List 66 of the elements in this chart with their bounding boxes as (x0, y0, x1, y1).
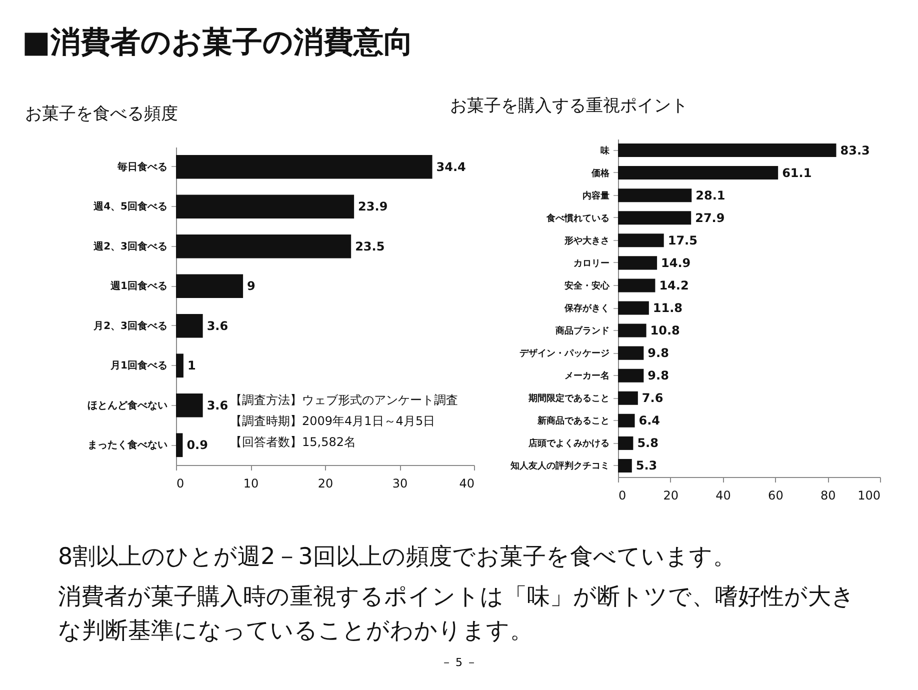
x-tick-label: 40 (716, 488, 731, 502)
data-label: 27.9 (695, 210, 725, 225)
text: 8割以上のひとが週2－3回以上の頻度でお菓子を食べています。 (58, 543, 737, 572)
x-tick-label: 10 (243, 476, 259, 490)
annotation: 【調査方法】ウェブ形式のアンケート調査 (230, 392, 458, 409)
y-tick-label: 形や大きさ (564, 235, 610, 246)
data-label: 14.9 (661, 256, 691, 270)
x-tick-label: 100 (858, 488, 880, 502)
y-tick-label: まったく食べない (88, 439, 168, 452)
text: ■消費者のお菓子の消費意向 (22, 24, 414, 62)
data-label: 28.1 (696, 188, 726, 202)
y-tick-label: 週2、3回食べる (92, 240, 168, 252)
data-label: 61.1 (782, 166, 812, 180)
y-tick-label: 週1回食べる (110, 280, 168, 292)
text: 消費者が菓子購入時の重視するポイントは「味」が断トツで、嗜好性が大きな判断基準になっていることがわかります。 (58, 583, 856, 646)
data-label: 5.8 (637, 436, 658, 450)
y-tick-label: 週4、5回食べる (92, 200, 168, 213)
y-tick-label: 食べ慣れている (546, 212, 610, 224)
data-label: 3.6 (206, 398, 228, 412)
y-tick-label: 価格 (590, 168, 610, 179)
x-tick-label: 0 (618, 488, 626, 502)
x-tick-label: 30 (392, 476, 408, 490)
annotation: 【回答者数】15,582名 (230, 434, 357, 451)
data-label: 7.6 (642, 391, 664, 406)
data-label: 11.8 (652, 301, 683, 315)
chart-title: お菓子を食べる頻度 (25, 104, 178, 124)
text: － 5 － (440, 655, 478, 670)
y-tick-label: 内容量 (582, 190, 610, 202)
y-tick-label: 新商品であること (536, 416, 610, 427)
x-tick-label: 80 (820, 488, 836, 502)
y-tick-label: デザイン・パッケージ (520, 348, 610, 360)
y-tick-label: 月1回食べる (110, 360, 168, 372)
data-label: 34.4 (436, 160, 466, 174)
data-label: 9.8 (648, 368, 669, 383)
y-tick-label: 味 (600, 145, 610, 156)
data-label: 83.3 (840, 143, 870, 158)
data-label: 0.9 (186, 438, 208, 452)
y-tick-label: ほとんど食べない (88, 399, 168, 412)
y-tick-label: 店頭でよくみかける (528, 438, 610, 450)
data-label: 3.6 (206, 318, 228, 333)
data-label: 23.9 (358, 200, 388, 214)
data-label: 17.5 (668, 233, 698, 248)
data-label: 23.5 (355, 239, 385, 254)
x-tick-label: 60 (768, 488, 784, 502)
y-tick-label: 保存がきく (564, 303, 610, 314)
annotation: 【調査時期】2009年4月1日～4月5日 (230, 413, 436, 430)
x-tick-label: 20 (663, 488, 679, 502)
x-tick-label: 0 (176, 476, 184, 490)
y-tick-label: 月2、3回食べる (92, 320, 168, 332)
y-tick-label: 毎日食べる (116, 160, 168, 173)
data-label: 5.3 (636, 458, 658, 473)
data-label: 9.8 (648, 346, 669, 360)
data-label: 9 (247, 279, 256, 294)
x-tick-label: 20 (318, 476, 334, 490)
data-label: 6.4 (638, 414, 660, 428)
chart-title: お菓子を購入する重視ポイント (450, 96, 688, 116)
y-tick-label: 知人友人の評判クチコミ (510, 460, 610, 472)
y-tick-label: 商品ブランド (554, 326, 610, 337)
y-tick-label: メーカー名 (564, 370, 610, 382)
data-label: 1 (187, 358, 196, 373)
y-tick-label: カロリー (574, 258, 610, 269)
data-label: 14.2 (659, 278, 689, 292)
y-tick-label: 期間限定であること (528, 393, 610, 404)
x-tick-label: 40 (459, 476, 474, 490)
data-label: 10.8 (650, 324, 680, 338)
y-tick-label: 安全・安心 (564, 280, 610, 292)
